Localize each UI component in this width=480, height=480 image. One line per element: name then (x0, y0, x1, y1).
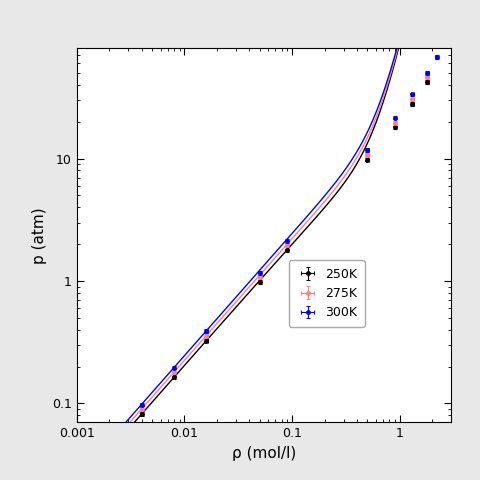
Y-axis label: p (atm): p (atm) (32, 207, 47, 264)
X-axis label: ρ (mol/l): ρ (mol/l) (232, 446, 296, 461)
Legend: 250K, 275K, 300K: 250K, 275K, 300K (289, 260, 365, 327)
